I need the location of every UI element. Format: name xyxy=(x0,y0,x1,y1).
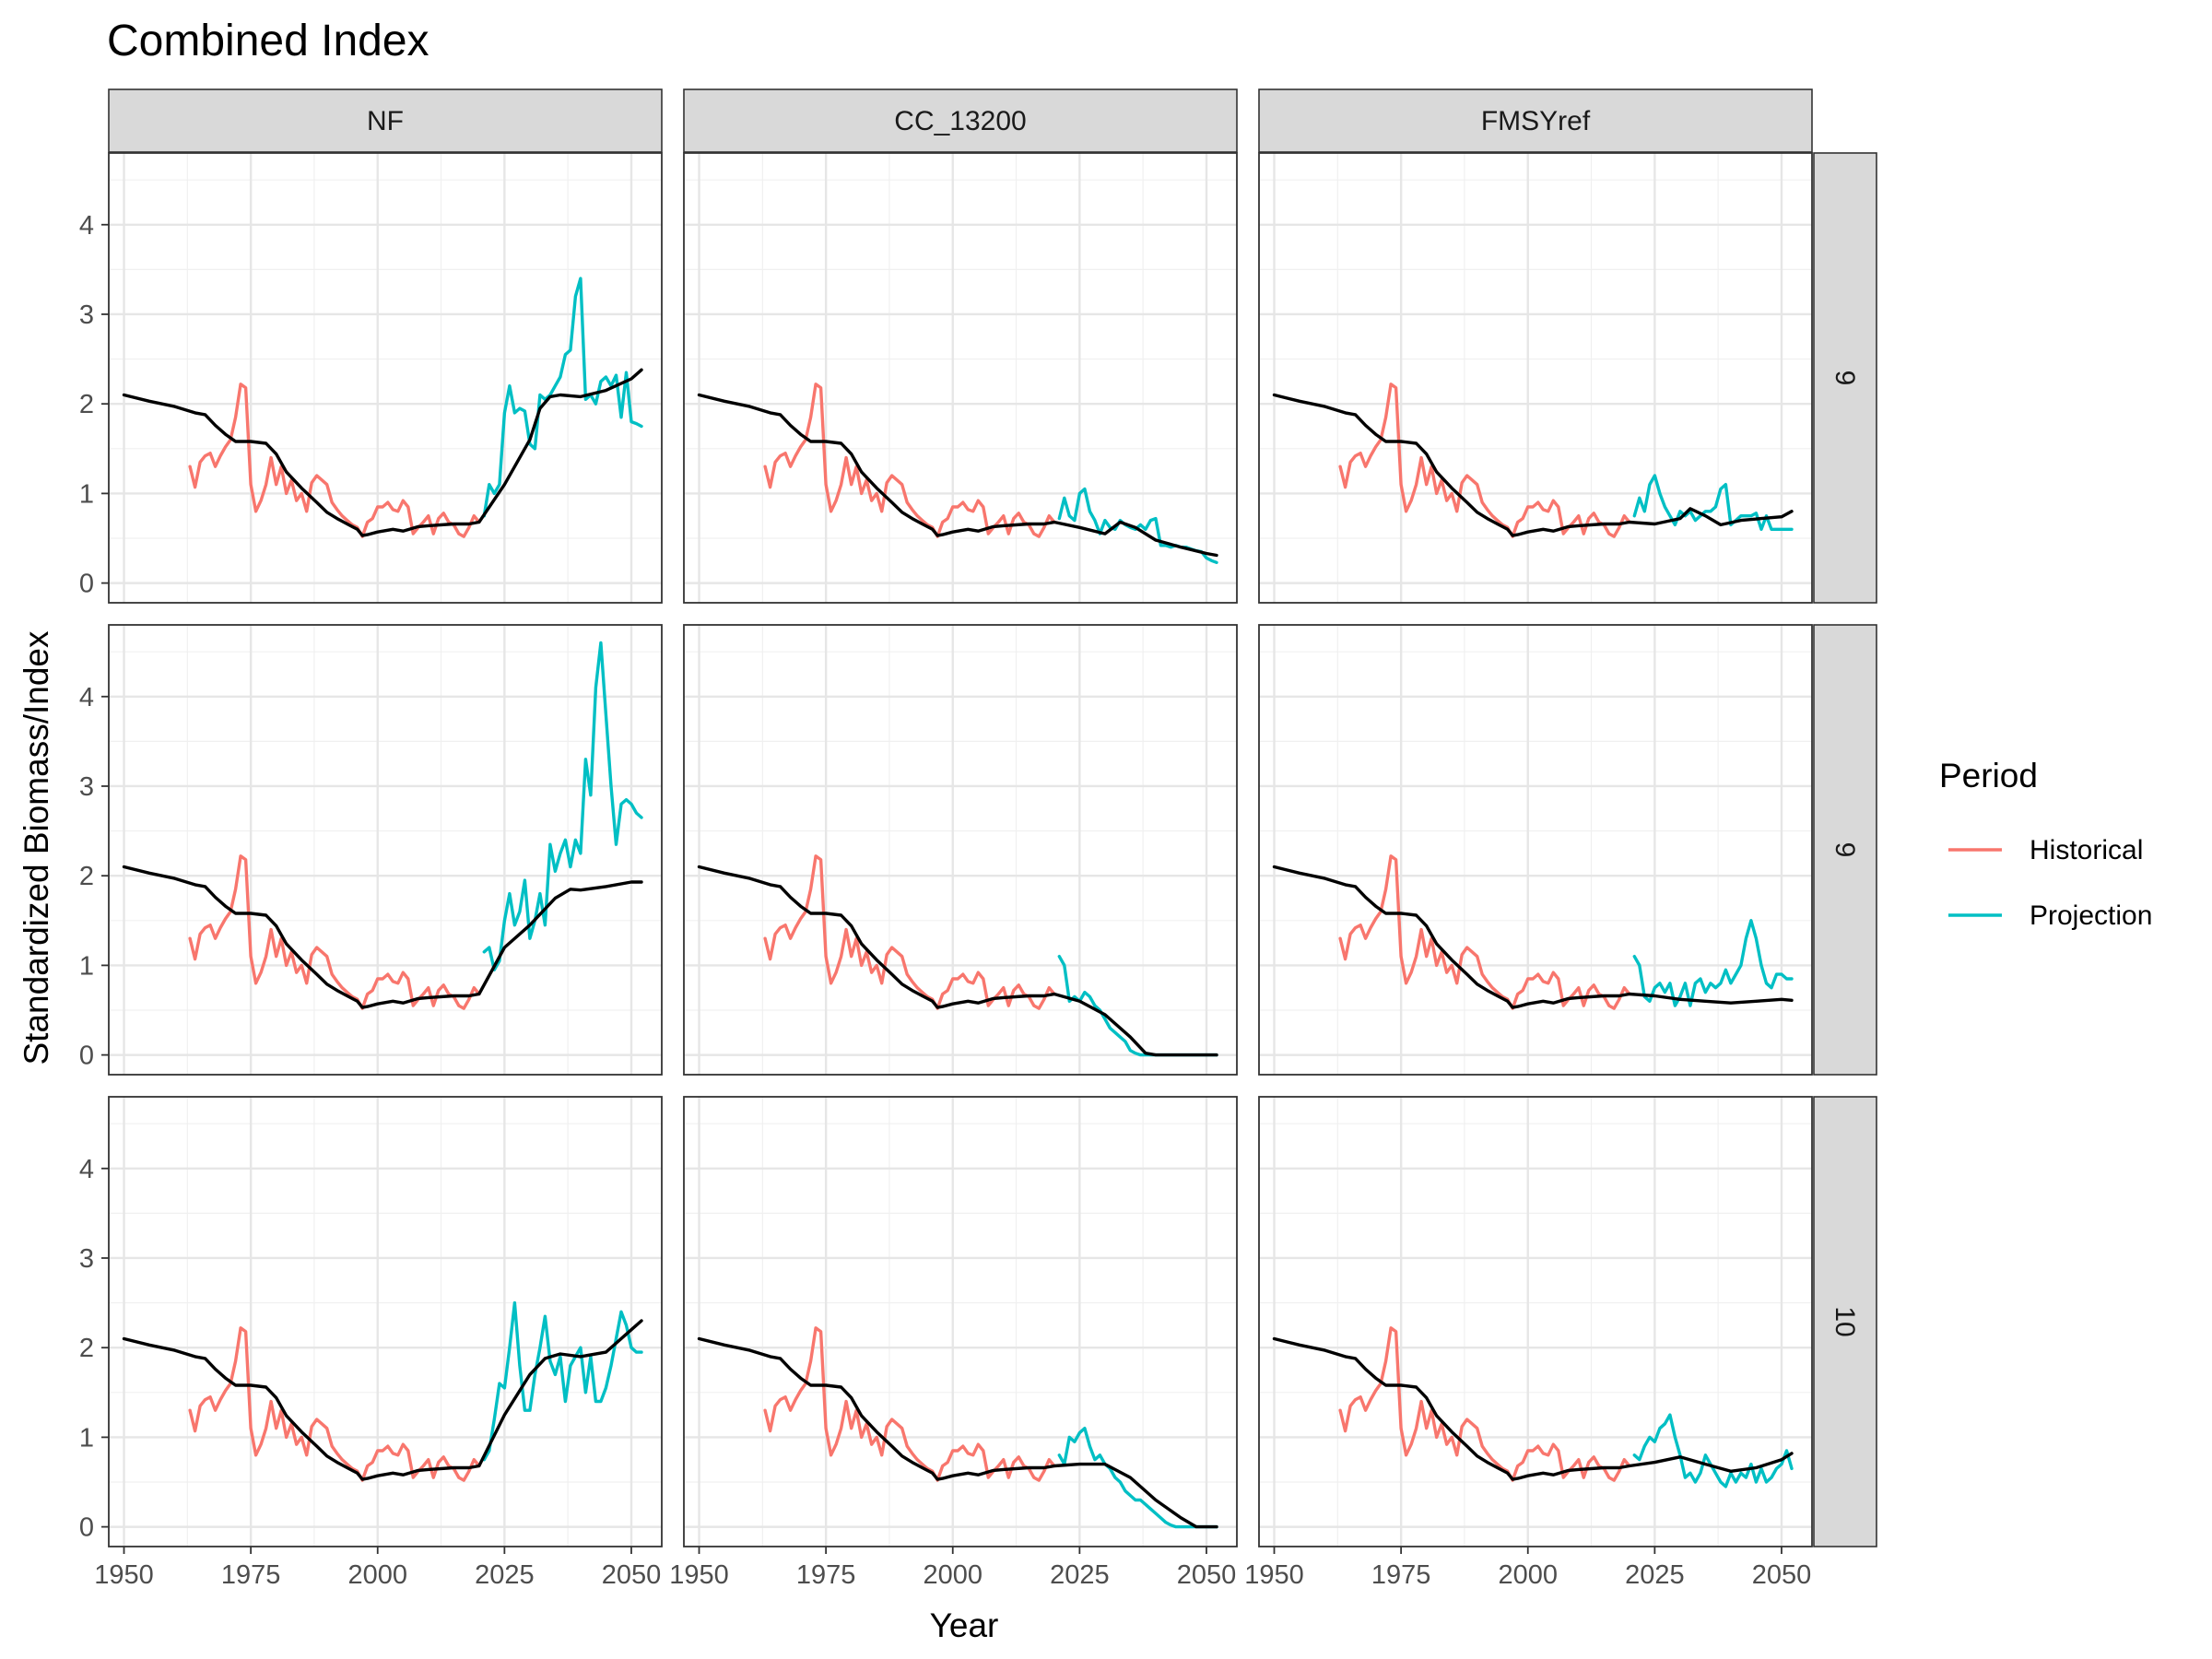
facet-panel: 0 1 2 3 4 xyxy=(79,152,663,604)
legend-label-historical: Historical xyxy=(2030,835,2143,865)
y-tick-label: 0 xyxy=(79,570,94,599)
row-strip xyxy=(1813,624,1877,1076)
y-tick-label: 4 xyxy=(79,1155,94,1184)
x-tick-label: 2050 xyxy=(1177,1560,1237,1590)
column-strip xyxy=(1258,88,1813,153)
facet-panel: 0 1 2 3 4 1950 1975 2000 2025 2050 xyxy=(79,1096,663,1590)
panel-background xyxy=(1259,153,1812,603)
projection-series-line xyxy=(1632,1413,1794,1488)
facet-panels: NF CC_13200 FMSYref 9 9 10 0 1 2 3 4 0 1 2 3 4 0 1 2 3 4 1950… xyxy=(79,88,1877,1590)
y-tick-label: 3 xyxy=(79,1244,94,1274)
row-strip-label: 10 xyxy=(1830,1306,1860,1336)
reference-series-line xyxy=(1272,393,1794,537)
panel-background xyxy=(109,625,662,1075)
reference-series-line xyxy=(122,1319,643,1481)
y-tick-label: 2 xyxy=(79,862,94,891)
panel-border xyxy=(108,1096,663,1547)
y-axis-title: Standardized Biomass/Index xyxy=(18,630,55,1065)
column-strip-label: CC_13200 xyxy=(894,106,1026,136)
panel-border xyxy=(1258,152,1813,604)
panel-background xyxy=(1259,1097,1812,1547)
projection-series-line xyxy=(1057,1426,1218,1529)
x-tick-label: 1975 xyxy=(796,1560,856,1590)
reference-series-line xyxy=(122,865,643,1009)
legend-title: Period xyxy=(1939,757,2038,794)
legend-label-projection: Projection xyxy=(2030,900,2152,931)
y-tick-label: 1 xyxy=(79,479,94,509)
y-tick-label: 3 xyxy=(79,772,94,802)
x-tick-label: 2000 xyxy=(1498,1560,1558,1590)
reference-series-line xyxy=(697,865,1218,1057)
x-axis-title: Year xyxy=(930,1606,999,1644)
panel-border xyxy=(683,152,1238,604)
y-tick-label: 3 xyxy=(79,300,94,330)
y-tick-label: 0 xyxy=(79,1041,94,1071)
panel-border xyxy=(1258,624,1813,1076)
x-tick-label: 2050 xyxy=(1752,1560,1812,1590)
column-strip-label: FMSYref xyxy=(1481,106,1591,136)
x-tick-label: 1950 xyxy=(669,1560,729,1590)
x-tick-label: 2000 xyxy=(923,1560,982,1590)
facet-panel: 1950 1975 2000 2025 2050 xyxy=(1244,1096,1813,1590)
reference-series-line xyxy=(697,393,1218,558)
panel-background xyxy=(109,153,662,603)
reference-series-line xyxy=(122,368,643,537)
panel-background xyxy=(1259,625,1812,1075)
panel-border xyxy=(683,1096,1238,1547)
reference-series-line xyxy=(1272,1336,1794,1481)
row-strip-label: 9 xyxy=(1830,842,1860,858)
y-tick-label: 1 xyxy=(79,1423,94,1453)
facet-panel xyxy=(1258,152,1813,604)
x-tick-label: 1975 xyxy=(1371,1560,1431,1590)
y-tick-label: 4 xyxy=(79,211,94,241)
x-tick-label: 2025 xyxy=(1050,1560,1110,1590)
row-strip xyxy=(1813,152,1877,604)
y-tick-label: 4 xyxy=(79,683,94,712)
y-tick-label: 2 xyxy=(79,390,94,419)
facet-panel: 1950 1975 2000 2025 2050 xyxy=(669,1096,1238,1590)
projection-series-line xyxy=(1632,919,1794,1007)
x-tick-label: 1975 xyxy=(221,1560,281,1590)
legend: Period Historical Projection xyxy=(1939,757,2152,931)
column-strip xyxy=(683,88,1238,153)
y-tick-label: 2 xyxy=(79,1334,94,1363)
panel-border xyxy=(108,152,663,604)
x-tick-label: 2000 xyxy=(347,1560,407,1590)
reference-series-line xyxy=(697,1336,1218,1529)
panel-background xyxy=(684,1097,1237,1547)
panel-border xyxy=(108,624,663,1076)
column-strip-label: NF xyxy=(367,106,404,136)
panel-background xyxy=(684,625,1237,1075)
facet-panel xyxy=(683,624,1238,1076)
panel-background xyxy=(109,1097,662,1547)
facet-panel: 0 1 2 3 4 xyxy=(79,624,663,1076)
y-tick-label: 1 xyxy=(79,951,94,981)
x-tick-label: 1950 xyxy=(1244,1560,1304,1590)
facet-panel xyxy=(1258,624,1813,1076)
panel-border xyxy=(683,624,1238,1076)
chart-title: Combined Index xyxy=(107,17,429,65)
x-tick-label: 2050 xyxy=(602,1560,662,1590)
x-tick-label: 1950 xyxy=(94,1560,154,1590)
y-tick-label: 0 xyxy=(79,1513,94,1543)
x-tick-label: 2025 xyxy=(1625,1560,1685,1590)
projection-series-line xyxy=(482,276,643,518)
facet-panel xyxy=(683,152,1238,604)
panel-background xyxy=(684,153,1237,603)
row-strip-label: 9 xyxy=(1830,371,1860,386)
panel-border xyxy=(1258,1096,1813,1547)
column-strip xyxy=(108,88,663,153)
row-strip xyxy=(1813,1096,1877,1547)
projection-series-line xyxy=(482,641,643,972)
x-tick-label: 2025 xyxy=(475,1560,535,1590)
reference-series-line xyxy=(1272,865,1794,1009)
